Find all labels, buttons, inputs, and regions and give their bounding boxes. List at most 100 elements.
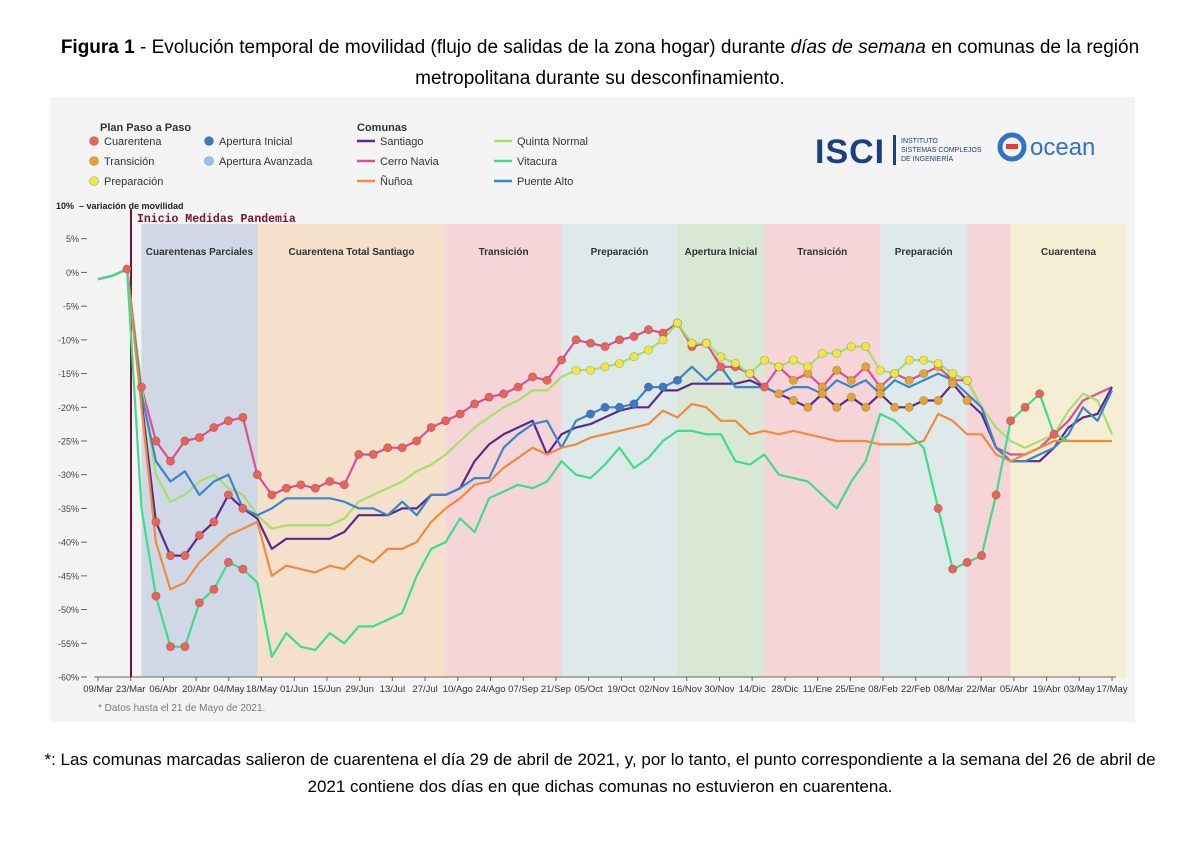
plan-marker <box>904 355 914 365</box>
phase-label: Cuarentenas Parciales <box>146 247 254 258</box>
plan-marker <box>383 443 393 453</box>
y-tick-label: 10% <box>56 201 74 211</box>
plan-marker <box>223 557 233 567</box>
plan-marker <box>614 335 624 345</box>
plan-marker <box>513 382 523 392</box>
plan-marker <box>296 480 306 490</box>
x-tick-label: 18/May <box>246 684 277 695</box>
plan-marker <box>267 490 277 500</box>
phase-band <box>257 224 446 677</box>
x-tick-label: 03/May <box>1064 684 1095 695</box>
legend-plan-marker <box>204 156 214 166</box>
isci-logo-subtext: SISTEMAS COMPLEJOS <box>901 147 982 154</box>
series-line-vitacura <box>97 268 1069 658</box>
plan-marker <box>397 443 407 453</box>
ocean-logo: ocean <box>997 132 1095 162</box>
x-tick-label: 05/Abr <box>1000 684 1028 695</box>
legend-plan-label: Preparación <box>104 176 163 188</box>
plan-marker <box>281 483 291 493</box>
x-tick-label: 24/Ago <box>475 684 505 695</box>
legend-plan-marker <box>204 136 214 146</box>
plan-marker <box>991 490 1001 500</box>
y-tick-label: -15% <box>58 369 79 379</box>
plan-marker <box>643 325 653 335</box>
plan-marker <box>484 392 494 402</box>
plan-marker <box>629 352 639 362</box>
x-tick-label: 22/Mar <box>966 684 996 695</box>
plan-marker <box>948 564 958 574</box>
plan-marker <box>455 409 465 419</box>
plan-marker <box>151 517 161 527</box>
plan-marker <box>325 476 335 486</box>
plan-marker <box>586 338 596 348</box>
plan-marker <box>165 551 175 561</box>
phase-bands: Cuarentenas Parciales Cuarentena Total Sa… <box>141 224 1127 677</box>
plan-marker <box>412 436 422 446</box>
plan-marker <box>701 338 711 348</box>
y-tick-label: -25% <box>58 437 79 447</box>
figure-label: Figura 1 <box>60 37 135 58</box>
plan-marker <box>310 483 320 493</box>
plan-marker <box>209 584 219 594</box>
plan-marker <box>832 348 842 358</box>
plan-marker <box>919 355 929 365</box>
plan-marker <box>614 402 624 412</box>
plan-marker <box>238 503 248 513</box>
plan-marker <box>1035 389 1045 399</box>
plan-marker <box>643 345 653 355</box>
y-tick-label: -45% <box>58 571 79 581</box>
x-tick-label: 25/Ene <box>835 684 865 695</box>
legend-comuna-label: Vitacura <box>517 156 558 168</box>
x-tick-label: 23/Mar <box>116 684 146 695</box>
plan-marker <box>716 352 726 362</box>
plan-marker <box>194 530 204 540</box>
plan-marker <box>948 379 958 389</box>
plan-marker <box>846 375 856 385</box>
plan-marker <box>846 342 856 352</box>
mobility-chart: Cuarentenas Parciales Cuarentena Total Sa… <box>56 122 1128 714</box>
isci-logo-subtext: DE INGENIERÍA <box>901 154 953 163</box>
plan-marker <box>571 335 581 345</box>
legend-comunas-title: Comunas <box>357 122 407 134</box>
plan-marker <box>165 456 175 466</box>
plan-marker <box>426 423 436 433</box>
x-tick-label: 08/Mar <box>934 684 964 695</box>
plan-marker <box>629 399 639 409</box>
legend-comuna-label: Puente Alto <box>517 176 573 188</box>
phase-label: Cuarentena Total Santiago <box>289 247 415 258</box>
plan-marker <box>716 362 726 372</box>
plan-marker <box>861 342 871 352</box>
phase-band <box>445 224 562 677</box>
y-tick-label: -20% <box>58 403 79 413</box>
plan-marker <box>919 369 929 379</box>
plan-marker <box>672 318 682 328</box>
plan-marker <box>643 382 653 392</box>
plan-marker <box>948 369 958 379</box>
plan-markers <box>122 264 1059 652</box>
plan-marker <box>1006 416 1016 426</box>
y-axis: 10% 5% 0% -5% -10% -15% -20% -25% -30% -35% -40% -4… <box>56 201 184 683</box>
plan-marker <box>774 362 784 372</box>
x-tick-label: 10/Ago <box>443 684 473 695</box>
plan-marker <box>817 389 827 399</box>
phase-label: Transición <box>797 247 847 258</box>
x-tick-label: 30/Nov <box>704 684 734 695</box>
phase-label: Transición <box>479 247 529 258</box>
plan-marker <box>571 365 581 375</box>
x-tick-label: 27/Jul <box>412 684 437 695</box>
ocean-logo-bar <box>1006 144 1018 149</box>
plan-marker <box>788 396 798 406</box>
legend-plan-marker <box>89 176 99 186</box>
data-note: * Datos hasta el 21 de Mayo de 2021. <box>98 703 265 714</box>
isci-logo-subtext: INSTITUTO <box>901 138 938 145</box>
legend-comuna-label: Cerro Navia <box>380 156 440 168</box>
caption-text-before: - Evolución temporal de movilidad (flujo… <box>134 37 791 58</box>
plan-marker <box>788 355 798 365</box>
plan-marker <box>890 402 900 412</box>
legend-comuna-label: Quinta Normal <box>517 136 588 148</box>
plan-marker <box>817 348 827 358</box>
legend-plan-label: Apertura Inicial <box>219 136 292 148</box>
x-axis: 09/Mar 23/Mar 06/Abr 20/Abr 04/May 18/May 01/J… <box>83 676 1128 714</box>
x-tick-label: 06/Abr <box>149 684 177 695</box>
x-tick-label: 17/May <box>1096 684 1127 695</box>
